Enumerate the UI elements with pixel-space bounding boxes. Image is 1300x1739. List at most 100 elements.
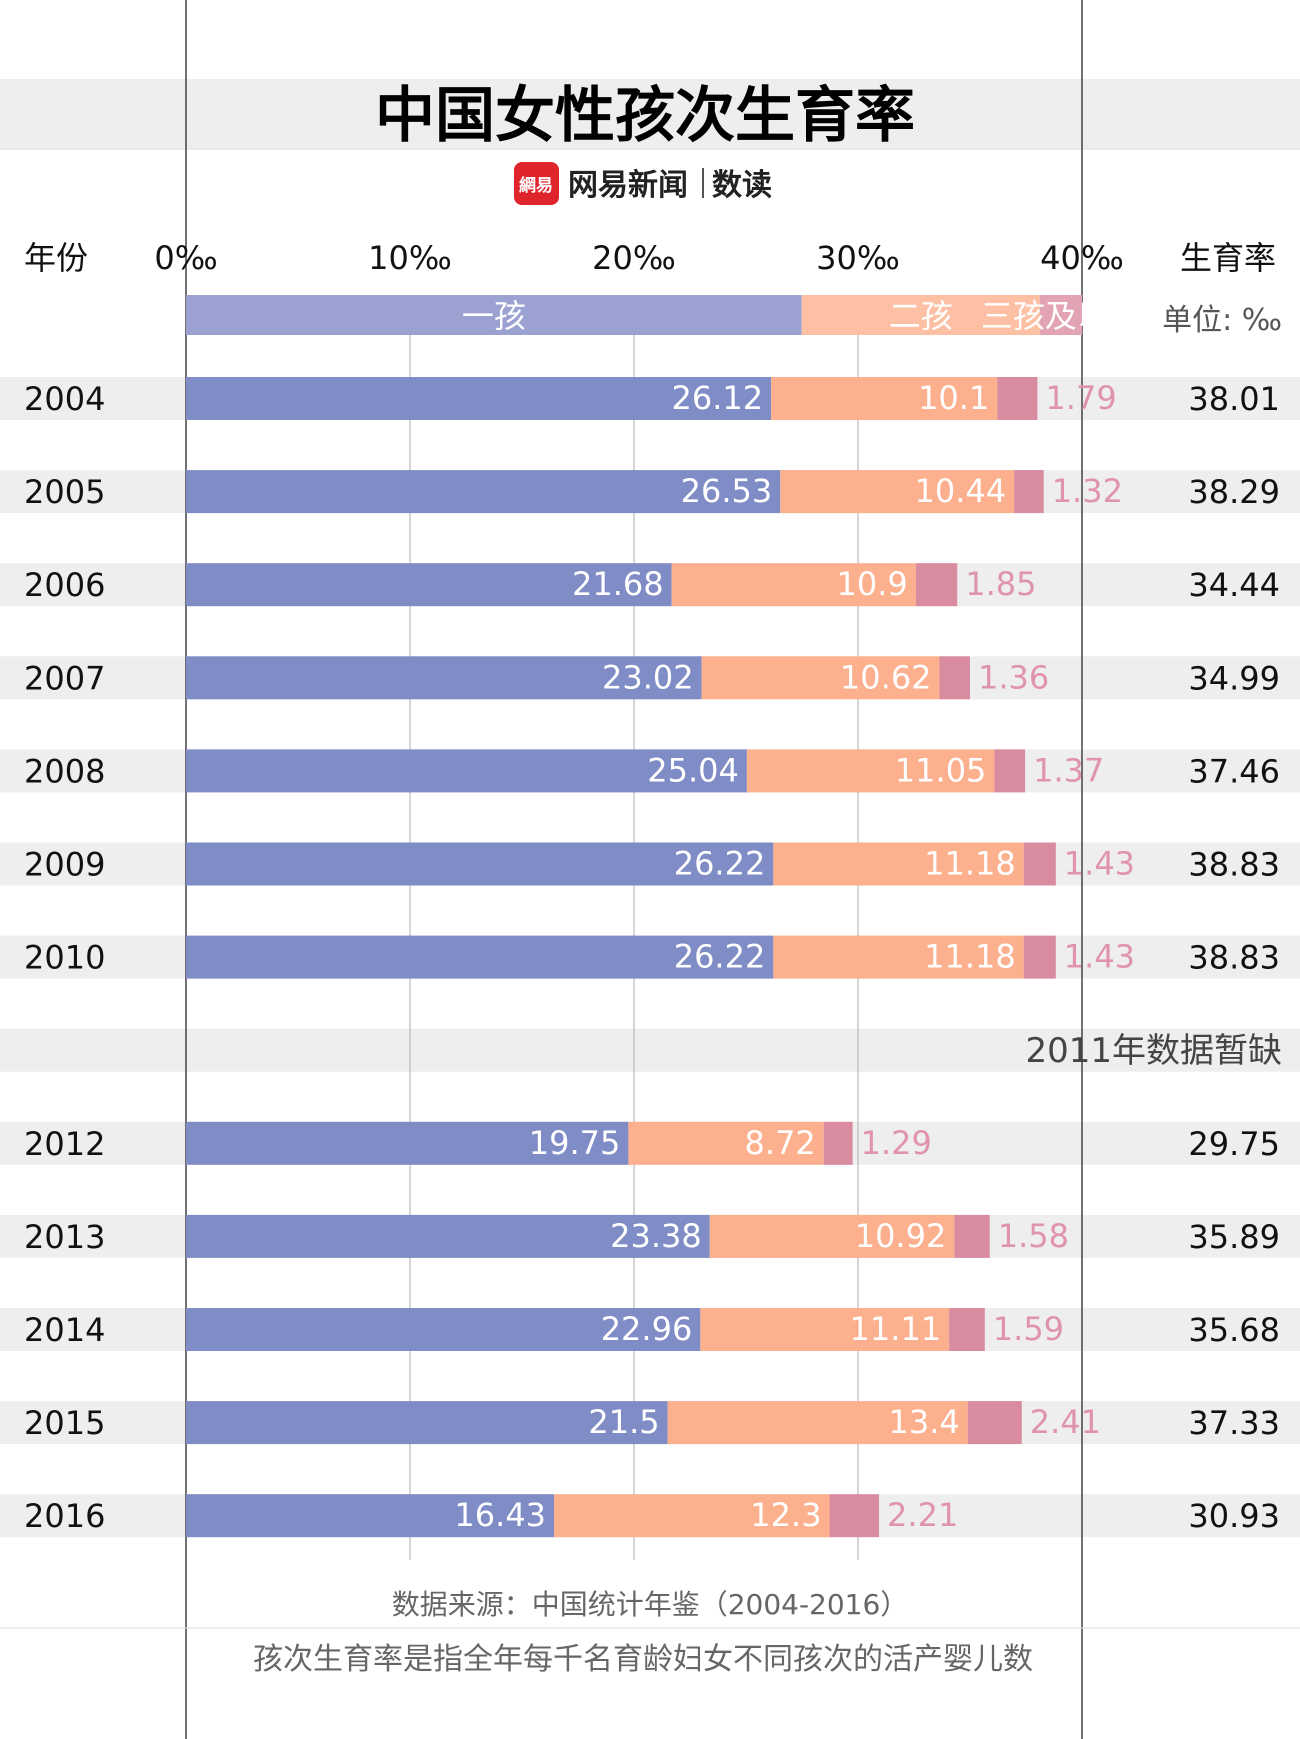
year-label: 2015 — [24, 1404, 105, 1442]
bar-2007-s2 — [939, 656, 970, 700]
bar-label-second: 8.72 — [744, 1124, 815, 1162]
bar-2014-s0 — [186, 1308, 701, 1351]
bar-2009-s2 — [1023, 842, 1056, 886]
bar-2015-s0 — [186, 1401, 668, 1445]
bar-2004-s1 — [771, 377, 998, 420]
bar-label-first: 25.04 — [647, 751, 739, 789]
bar-2010-s0 — [186, 935, 774, 979]
total-rate-value: 34.44 — [1188, 566, 1280, 604]
bar-label-third: 2.41 — [1030, 1403, 1101, 1441]
x-tick-label: 10‰ — [368, 239, 452, 277]
row-band-2011 — [0, 1028, 1300, 1072]
total-rate-value: 37.46 — [1188, 752, 1280, 790]
brand-name: 网易新闻 — [568, 168, 688, 203]
total-rate-value: 29.75 — [1188, 1125, 1280, 1163]
bar-2014-s1 — [700, 1308, 950, 1351]
x-tick-label: 30‰ — [816, 239, 900, 277]
bar-2006-s0 — [186, 563, 672, 607]
bar-2012-s2 — [823, 1121, 853, 1165]
bar-2010-s2 — [1023, 935, 1056, 979]
total-rate-value: 38.01 — [1188, 380, 1280, 418]
year-label: 2006 — [24, 566, 105, 604]
legend-swatch-2 — [1039, 295, 1082, 335]
bar-2014-s2 — [949, 1308, 985, 1351]
legend-swatch-0 — [186, 295, 802, 335]
bar-2015-s2 — [967, 1401, 1022, 1445]
total-rate-value: 37.33 — [1188, 1404, 1280, 1442]
year-label: 2008 — [24, 752, 105, 790]
bars — [186, 377, 1056, 1538]
brand-section: 数读 — [712, 168, 772, 203]
bar-label-third: 1.59 — [993, 1310, 1064, 1348]
legend-label: 三孩及以上 — [981, 297, 1141, 335]
x-tick-label: 40‰ — [1040, 239, 1124, 277]
bar-label-first: 19.75 — [529, 1124, 621, 1162]
bar-label-third: 1.32 — [1052, 472, 1123, 510]
bar-2005-s1 — [780, 470, 1015, 514]
bar-label-second: 11.18 — [924, 938, 1016, 976]
bar-2007-s1 — [701, 656, 940, 700]
bar-label-second: 10.9 — [837, 565, 908, 603]
total-rate-value: 35.68 — [1188, 1311, 1280, 1349]
chart-title: 中国女性孩次生育率 — [375, 81, 915, 151]
title-band — [0, 79, 1300, 149]
bar-label-third: 2.21 — [887, 1496, 958, 1534]
bar-label-first: 26.22 — [674, 938, 766, 976]
bar-2010-s1 — [773, 935, 1024, 979]
bar-label-second: 10.92 — [855, 1217, 947, 1255]
bar-2009-s1 — [773, 842, 1024, 886]
bar-2006-s1 — [671, 563, 916, 607]
bar-2007-s0 — [186, 656, 702, 700]
total-rate-value: 34.99 — [1188, 659, 1280, 697]
year-label: 2013 — [24, 1218, 105, 1256]
brand: 網易 网易新闻 数读 — [514, 162, 772, 205]
year-label: 2009 — [24, 846, 105, 884]
legend: 一孩 二孩 三孩及以上 — [186, 295, 1141, 335]
total-rate-value: 38.83 — [1188, 939, 1280, 977]
bar-2006-s2 — [915, 563, 958, 607]
legend-swatch-1 — [801, 295, 1040, 335]
bar-2012-s0 — [186, 1121, 629, 1165]
year-label: 2007 — [24, 659, 105, 697]
x-tick-label: 0‰ — [154, 239, 217, 277]
total-rate-value: 35.89 — [1188, 1218, 1280, 1256]
brand-logo-icon — [514, 162, 559, 205]
bar-label-first: 16.43 — [454, 1496, 546, 1534]
bar-label-second: 11.11 — [850, 1310, 942, 1348]
bar-label-second: 11.05 — [895, 751, 987, 789]
bar-label-second: 10.44 — [915, 472, 1007, 510]
row-text: 2004 38.01 2005 38.29 2006 34.44 2007 34.99 2008… — [24, 380, 1280, 1535]
data-source: 数据来源：中国统计年鉴（2004-2016） — [392, 1588, 909, 1621]
bar-label-third: 1.58 — [998, 1217, 1069, 1255]
brand-logo-text: 網易 — [519, 175, 553, 196]
bar-label-second: 10.1 — [918, 379, 989, 417]
bar-label-first: 26.12 — [671, 379, 763, 417]
total-rate-value: 38.29 — [1188, 473, 1280, 511]
bar-label-third: 1.37 — [1033, 751, 1104, 789]
year-label: 2004 — [24, 380, 105, 418]
bar-2016-s2 — [829, 1494, 880, 1538]
bar-2016-s1 — [554, 1494, 830, 1538]
bar-label-third: 1.79 — [1045, 379, 1116, 417]
year-label: 2005 — [24, 473, 105, 511]
bar-2016-s0 — [186, 1494, 555, 1538]
bar-label-first: 26.53 — [681, 472, 773, 510]
bar-label-first: 21.5 — [588, 1403, 659, 1441]
bar-label-first: 23.02 — [602, 658, 694, 696]
year-label: 2014 — [24, 1311, 105, 1349]
bar-2008-s1 — [746, 749, 995, 793]
bar-2013-s2 — [954, 1214, 990, 1258]
bar-2008-s2 — [994, 749, 1026, 793]
bar-label-third: 1.36 — [978, 658, 1049, 696]
year-column-header: 年份 — [24, 239, 88, 277]
rate-column-header: 生育率 — [1180, 239, 1276, 277]
bar-label-second: 13.4 — [889, 1403, 960, 1441]
bar-2005-s0 — [186, 470, 781, 514]
legend-label: 一孩 — [462, 297, 526, 335]
bar-2013-s0 — [186, 1214, 710, 1258]
bar-2013-s1 — [709, 1214, 955, 1258]
bar-label-third: 1.43 — [1064, 845, 1135, 883]
bar-label-second: 11.18 — [924, 845, 1016, 883]
bar-label-first: 26.22 — [674, 845, 766, 883]
